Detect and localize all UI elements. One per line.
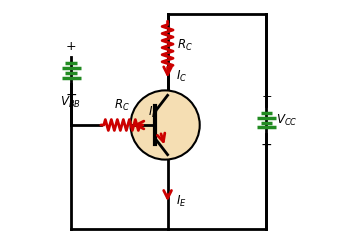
Text: $I_E$: $I_E$ [176, 194, 187, 209]
Text: −: − [65, 88, 77, 102]
Text: $R_C$: $R_C$ [177, 38, 193, 54]
Text: +: + [66, 40, 77, 53]
Circle shape [131, 90, 200, 160]
Text: $V_{CC}$: $V_{CC}$ [276, 112, 298, 128]
Text: $R_C$: $R_C$ [114, 98, 130, 113]
Text: +: + [261, 90, 272, 103]
Text: $V_{BB}$: $V_{BB}$ [60, 95, 80, 110]
Text: $I_C$: $I_C$ [176, 69, 188, 84]
Text: −: − [261, 137, 272, 151]
Text: $I_B$: $I_B$ [148, 105, 159, 120]
